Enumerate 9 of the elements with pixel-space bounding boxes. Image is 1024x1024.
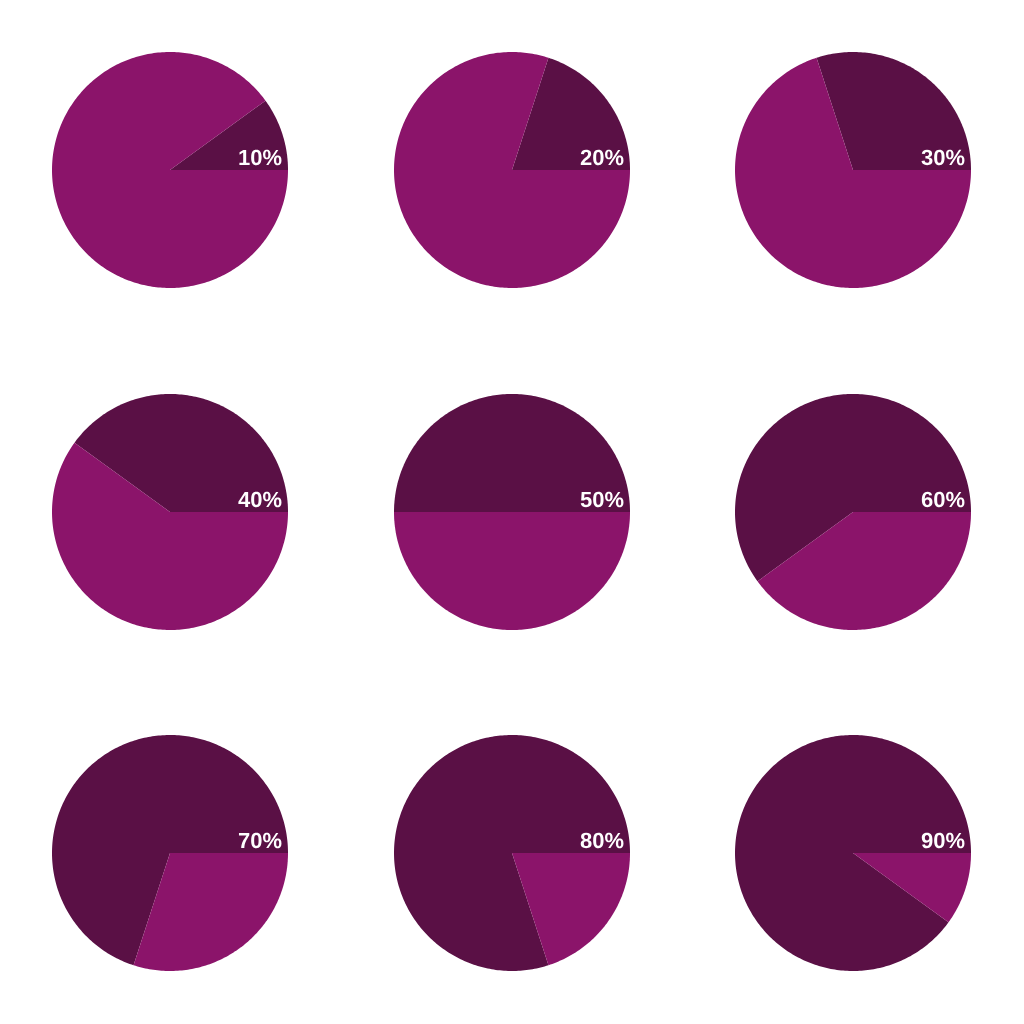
data-label: 50% <box>580 491 624 508</box>
data-label: 40% <box>238 491 282 508</box>
data-label: 10% <box>239 149 282 166</box>
data-label: 60% <box>921 491 965 508</box>
data-label: 70% <box>238 832 282 849</box>
data-label: 20% <box>580 149 624 166</box>
data-label: 90% <box>921 832 965 849</box>
data-label: 30% <box>921 149 965 166</box>
data-label: 80% <box>580 832 624 849</box>
